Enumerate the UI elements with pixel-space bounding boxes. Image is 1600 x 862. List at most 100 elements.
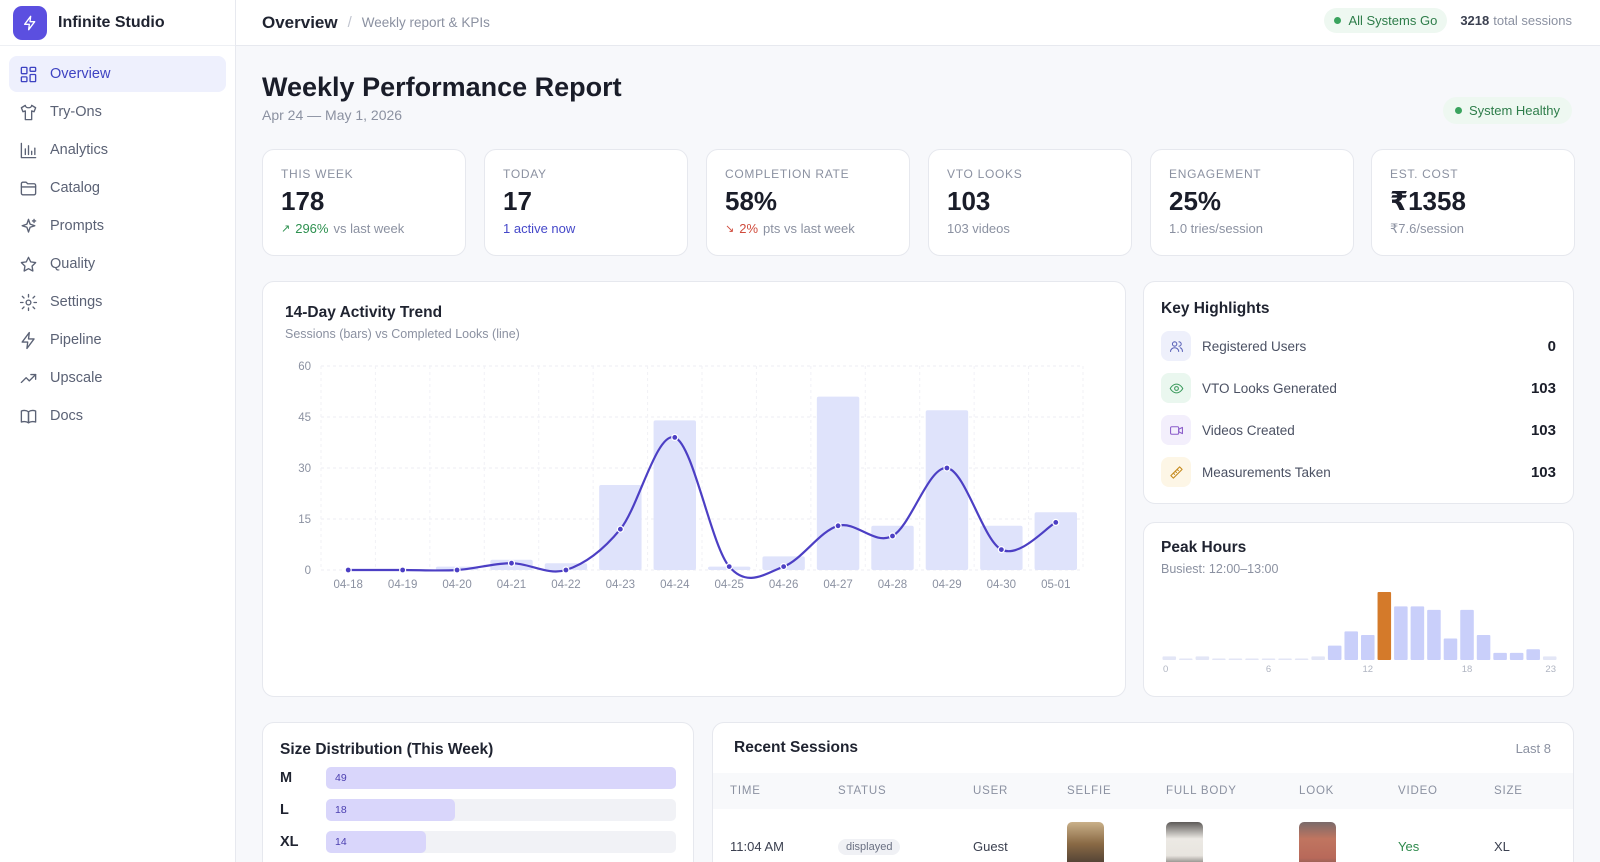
trending-up-icon xyxy=(20,373,37,383)
x-tick-label: 04-21 xyxy=(497,579,526,591)
line-point xyxy=(671,433,679,442)
line-point xyxy=(943,464,951,472)
look-thumbnail[interactable] xyxy=(1299,822,1336,862)
peak-hours-chart: 0 6 12 18 23 xyxy=(1162,592,1557,675)
sidebar-item-try-ons[interactable]: Try-Ons xyxy=(9,94,226,130)
size-label: L xyxy=(280,802,289,818)
table-header-row: TIME STATUS USER SELFIE FULL BODY LOOK V… xyxy=(713,773,1573,809)
hour-tick-label: 23 xyxy=(1545,664,1556,675)
sidebar-item-label: Quality xyxy=(50,256,96,272)
key-highlights-card: Key Highlights Registered Users 0 VTO Lo… xyxy=(1143,281,1574,504)
size-bar-track: 14 xyxy=(326,831,676,853)
column-header[interactable]: USER xyxy=(973,773,1067,809)
y-tick-label: 30 xyxy=(298,463,311,475)
sidebar-item-quality[interactable]: Quality xyxy=(9,246,226,282)
sidebar-nav: Overview Try-Ons Analytics Catalog Promp… xyxy=(0,46,235,446)
line-point xyxy=(562,566,570,574)
highlight-row: Videos Created 103 xyxy=(1161,409,1556,451)
system-health-text: System Healthy xyxy=(1468,103,1560,118)
activity-trend-chart: 0 15 30 45 60 04-18 04-19 04-20 04-21 04-22 04-23 0… xyxy=(298,361,1084,591)
y-tick-label: 60 xyxy=(298,361,311,373)
sidebar-item-overview[interactable]: Overview xyxy=(9,56,226,92)
kpi-value: 58% xyxy=(725,186,778,216)
ruler-icon xyxy=(1161,457,1191,487)
sidebar-item-label: Prompts xyxy=(50,218,104,234)
sidebar-item-prompts[interactable]: Prompts xyxy=(9,208,226,244)
status-badge: displayed xyxy=(838,838,901,855)
activity-trend-card: 14-Day Activity Trend Sessions (bars) vs… xyxy=(262,281,1126,697)
shirt-icon xyxy=(20,104,37,120)
size-bar-fill: 49 xyxy=(326,767,676,789)
breadcrumb-title[interactable]: Overview xyxy=(262,12,338,32)
chart-title: 14-Day Activity Trend xyxy=(285,304,443,321)
total-sessions-label: total sessions xyxy=(1493,13,1572,28)
size-dist-title: Size Distribution (This Week) xyxy=(280,741,494,758)
x-tick-label: 04-23 xyxy=(606,579,635,591)
system-health-badge: System Healthy xyxy=(1442,97,1572,124)
size-row: M 49 xyxy=(280,762,676,794)
status-dot-icon xyxy=(1334,17,1342,24)
star-icon xyxy=(20,256,37,272)
size-distribution-card: Size Distribution (This Week) M 49 L 18 … xyxy=(262,722,694,862)
sidebar-item-analytics[interactable]: Analytics xyxy=(9,132,226,168)
hour-bar xyxy=(1361,634,1375,660)
line-point xyxy=(399,566,407,574)
column-header[interactable]: VIDEO xyxy=(1398,773,1494,809)
sidebar: Infinite Studio Overview Try-Ons Analyti… xyxy=(0,0,236,862)
size-bar-track: 18 xyxy=(326,799,676,821)
brand[interactable]: Infinite Studio xyxy=(0,0,235,46)
line-point xyxy=(780,563,788,571)
highlight-label: Measurements Taken xyxy=(1202,464,1331,480)
hour-bar xyxy=(1427,609,1441,660)
sidebar-item-label: Pipeline xyxy=(50,332,102,348)
bolt-icon xyxy=(21,331,35,349)
size-label: XL xyxy=(280,834,299,850)
hour-tick-label: 18 xyxy=(1462,664,1473,675)
hour-bar xyxy=(1179,658,1193,660)
kpi-sub: 103 videos xyxy=(947,221,1113,236)
sidebar-item-settings[interactable]: Settings xyxy=(9,284,226,320)
highlight-value: 103 xyxy=(1530,421,1556,439)
video-icon xyxy=(1161,415,1191,445)
hour-bar xyxy=(1344,631,1358,660)
line-point xyxy=(453,566,461,574)
sidebar-item-label: Upscale xyxy=(50,370,103,386)
cell-selfie xyxy=(1067,809,1166,862)
kpi-sub-text: 103 videos xyxy=(947,221,1010,236)
hour-bar xyxy=(1212,658,1226,660)
sidebar-item-docs[interactable]: Docs xyxy=(9,398,226,434)
sidebar-item-pipeline[interactable]: Pipeline xyxy=(9,322,226,358)
bar xyxy=(653,420,696,570)
hour-bar xyxy=(1294,658,1309,660)
column-header[interactable]: SIZE xyxy=(1494,773,1573,809)
column-header[interactable]: SELFIE xyxy=(1067,773,1166,809)
kpi-card-vto-looks: VTO LOOKS 103 103 videos xyxy=(928,149,1132,256)
breadcrumb-subtitle: Weekly report & KPIs xyxy=(361,15,490,30)
sidebar-item-catalog[interactable]: Catalog xyxy=(9,170,226,206)
table-row[interactable]: 11:04 AM displayed Guest Yes XL xyxy=(713,809,1573,862)
highlights-list: Registered Users 0 VTO Looks Generated 1… xyxy=(1161,325,1556,493)
size-row: XL 14 xyxy=(280,826,676,858)
sidebar-item-upscale[interactable]: Upscale xyxy=(9,360,226,396)
line-point xyxy=(725,563,733,571)
full-body-thumbnail[interactable] xyxy=(1166,822,1203,862)
hour-bar xyxy=(1509,652,1524,660)
line-point xyxy=(834,522,842,530)
systems-status-text: All Systems Go xyxy=(1348,13,1438,28)
systems-status-badge: All Systems Go xyxy=(1324,8,1448,33)
sidebar-item-label: Try-Ons xyxy=(50,104,102,120)
kpi-value: 103 xyxy=(947,186,991,216)
arrow-down-right-icon: ↘ xyxy=(725,223,735,235)
column-header[interactable]: STATUS xyxy=(838,773,973,809)
cell-user: Guest xyxy=(973,838,1008,854)
line-point xyxy=(888,532,897,540)
selfie-thumbnail[interactable] xyxy=(1067,822,1104,862)
highlight-value: 0 xyxy=(1547,337,1556,355)
kpi-sub: 1 active now xyxy=(503,221,669,236)
column-header[interactable]: FULL BODY xyxy=(1166,773,1299,809)
column-header[interactable]: TIME xyxy=(713,773,838,809)
sidebar-item-label: Analytics xyxy=(50,142,109,158)
bar xyxy=(816,396,860,570)
topbar-status: All Systems Go 3218 total sessions xyxy=(1324,8,1572,33)
column-header[interactable]: LOOK xyxy=(1299,773,1398,809)
